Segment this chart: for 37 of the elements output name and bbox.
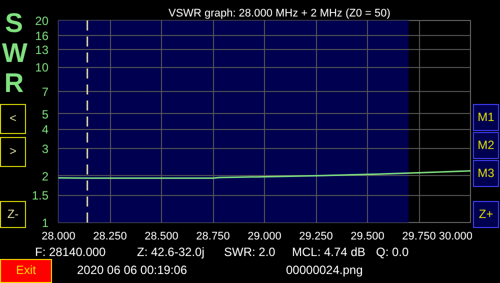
text: Z+ xyxy=(473,201,499,228)
y-tick-label: 10 xyxy=(35,60,49,75)
text: < xyxy=(0,104,26,134)
text: M2 xyxy=(473,132,499,159)
x-tick-label: 28.500 xyxy=(144,230,178,242)
text: Q: 0.0 xyxy=(376,244,409,261)
text: 2020 06 06 00:19:06 xyxy=(77,262,188,279)
text: 00000024.png xyxy=(286,262,363,279)
text: Exit xyxy=(0,259,52,283)
y-tick-label: 13 xyxy=(35,43,49,58)
y-tick-label: 16 xyxy=(35,29,49,44)
text: Z: 42.6-32.0j xyxy=(137,244,204,261)
x-tick-label: 29.250 xyxy=(299,230,333,242)
text: F: 28140.000 xyxy=(35,244,106,261)
x-tick-label: 28.000 xyxy=(42,230,76,242)
y-tick-label: 20 xyxy=(35,14,49,28)
y-tick-label: 5 xyxy=(42,107,49,122)
y-tick-label: 1 xyxy=(42,216,49,230)
x-tick-label: 29.750 xyxy=(402,230,436,242)
y-tick-label: 1.5 xyxy=(32,188,49,203)
y-tick-label: 7 xyxy=(42,84,49,99)
chart-title: VSWR graph: 28.000 MHz + 2 MHz (Z0 = 50) xyxy=(168,8,390,20)
x-tick-label: 28.250 xyxy=(93,230,127,242)
text: M3 xyxy=(473,160,499,187)
text: M1 xyxy=(473,104,499,131)
x-tick-label: 28.750 xyxy=(196,230,230,242)
y-tick-label: 3 xyxy=(42,142,49,156)
text: > xyxy=(0,137,26,167)
text: MCL: 4.74 dB xyxy=(292,244,366,261)
text: Z- xyxy=(0,201,26,228)
y-tick-label: 4 xyxy=(42,122,49,137)
text: SWR: 2.0 xyxy=(224,244,276,261)
x-tick-label: 29.500 xyxy=(350,230,384,242)
y-tick-label: 2 xyxy=(42,169,49,184)
x-tick-label: 29.000 xyxy=(248,230,282,242)
y-axis-title: SWR xyxy=(2,8,28,98)
x-tick-label: 30.000 xyxy=(438,230,473,242)
